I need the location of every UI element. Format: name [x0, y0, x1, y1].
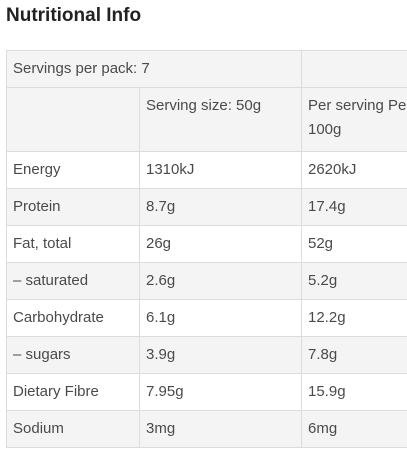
table-row: Carbohydrate 6.1g 12.2g	[6, 299, 407, 337]
per-serving-value: 6.1g	[139, 299, 302, 337]
per-100g-value: 52g	[301, 225, 407, 263]
table-row: – saturated 2.6g 5.2g	[6, 262, 407, 300]
per-serving-value: 1310kJ	[139, 151, 302, 189]
header-row: Serving size: 50g Per serving Per 100g	[6, 87, 407, 152]
per-serving-value: 8.7g	[139, 188, 302, 226]
per-serving-value: 7.95g	[139, 373, 302, 411]
nutrient-name: Carbohydrate	[6, 299, 140, 337]
table-row: Dietary Fibre 7.95g 15.9g	[6, 373, 407, 411]
nutrient-name: Energy	[6, 151, 140, 189]
per-100g-value: 5.2g	[301, 262, 407, 300]
per-100g-value: 7.8g	[301, 336, 407, 374]
per-100g-value: 12.2g	[301, 299, 407, 337]
per-100g-value: 2620kJ	[301, 151, 407, 189]
nutrient-name: – sugars	[6, 336, 140, 374]
per-100g-value: 6mg	[301, 410, 407, 448]
per-serving-value: 2.6g	[139, 262, 302, 300]
header-serving-size: Serving size: 50g	[139, 87, 302, 152]
per-serving-value: 3mg	[139, 410, 302, 448]
servings-per-pack: Servings per pack: 7	[6, 50, 302, 88]
nutrient-name: Dietary Fibre	[6, 373, 140, 411]
nutrition-table: Servings per pack: 7 Serving size: 50g P…	[6, 50, 407, 448]
servings-row: Servings per pack: 7	[6, 50, 407, 88]
nutrient-name: – saturated	[6, 262, 140, 300]
per-100g-value: 17.4g	[301, 188, 407, 226]
nutrition-table-container: Servings per pack: 7 Serving size: 50g P…	[6, 50, 407, 448]
page-title: Nutritional Info	[6, 5, 142, 26]
per-serving-value: 3.9g	[139, 336, 302, 374]
nutrient-name: Sodium	[6, 410, 140, 448]
header-per-100g: Per serving Per 100g	[301, 87, 407, 152]
nutrient-name: Fat, total	[6, 225, 140, 263]
table-row: Sodium 3mg 6mg	[6, 410, 407, 448]
table-row: Protein 8.7g 17.4g	[6, 188, 407, 226]
per-100g-value: 15.9g	[301, 373, 407, 411]
table-row: Fat, total 26g 52g	[6, 225, 407, 263]
empty-cell	[301, 50, 407, 88]
nutrient-name: Protein	[6, 188, 140, 226]
header-empty-cell	[6, 87, 140, 152]
table-row: Energy 1310kJ 2620kJ	[6, 151, 407, 189]
per-serving-value: 26g	[139, 225, 302, 263]
table-row: – sugars 3.9g 7.8g	[6, 336, 407, 374]
